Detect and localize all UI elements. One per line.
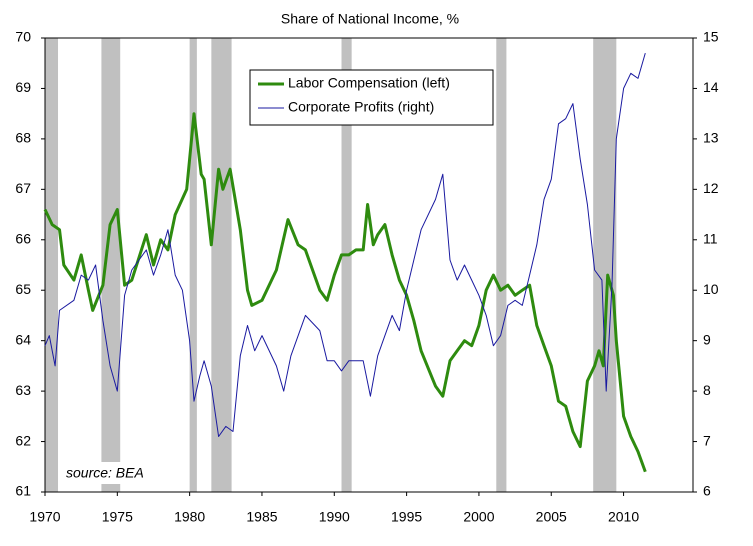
y-tick-label: 66: [15, 230, 31, 246]
x-tick-label: 2005: [536, 509, 567, 525]
y2-tick-label: 8: [703, 382, 711, 398]
x-tick-label: 1990: [319, 509, 350, 525]
y2-tick-label: 7: [703, 432, 711, 448]
y-tick-label: 63: [15, 382, 31, 398]
y-tick-label: 65: [15, 281, 31, 297]
y2-tick-label: 10: [703, 281, 719, 297]
y2-tick-label: 14: [703, 79, 719, 95]
recession-band: [211, 38, 232, 492]
x-tick-label: 1995: [391, 509, 422, 525]
y-tick-label: 68: [15, 130, 31, 146]
annotation-box: [62, 462, 162, 484]
x-tick-label: 2000: [463, 509, 494, 525]
recession-band: [341, 38, 352, 492]
plot-frame: [44, 37, 694, 493]
recession-band: [45, 38, 59, 492]
recession-band: [593, 38, 617, 492]
annotation: source: BEA: [66, 465, 144, 481]
x-tick-label: 1985: [246, 509, 277, 525]
recession-band: [101, 38, 121, 492]
legend-box: [249, 69, 494, 126]
x-tick-label: 2010: [608, 509, 639, 525]
legend-label: Corporate Profits (right): [288, 99, 434, 115]
y2-tick-label: 13: [703, 130, 719, 146]
y-tick-label: 69: [15, 79, 31, 95]
y2-tick-label: 15: [703, 29, 719, 45]
y-tick-label: 70: [15, 29, 31, 45]
y-tick-label: 62: [15, 432, 31, 448]
series-line: [43, 112, 647, 473]
y2-tick-label: 6: [703, 483, 711, 499]
chart-title: Share of National Income, %: [281, 11, 459, 27]
x-tick-label: 1975: [102, 509, 133, 525]
y2-tick-label: 12: [703, 180, 719, 196]
y2-tick-label: 9: [703, 331, 711, 347]
recession-band: [496, 38, 507, 492]
y-tick-label: 61: [15, 483, 31, 499]
recession-band: [189, 38, 197, 492]
y-tick-label: 67: [15, 180, 31, 196]
x-tick-label: 1970: [29, 509, 60, 525]
x-tick-label: 1980: [174, 509, 205, 525]
y-tick-label: 64: [15, 331, 31, 347]
legend-label: Labor Compensation (left): [288, 75, 450, 91]
y2-tick-label: 11: [703, 230, 718, 246]
series-line: [44, 52, 646, 437]
